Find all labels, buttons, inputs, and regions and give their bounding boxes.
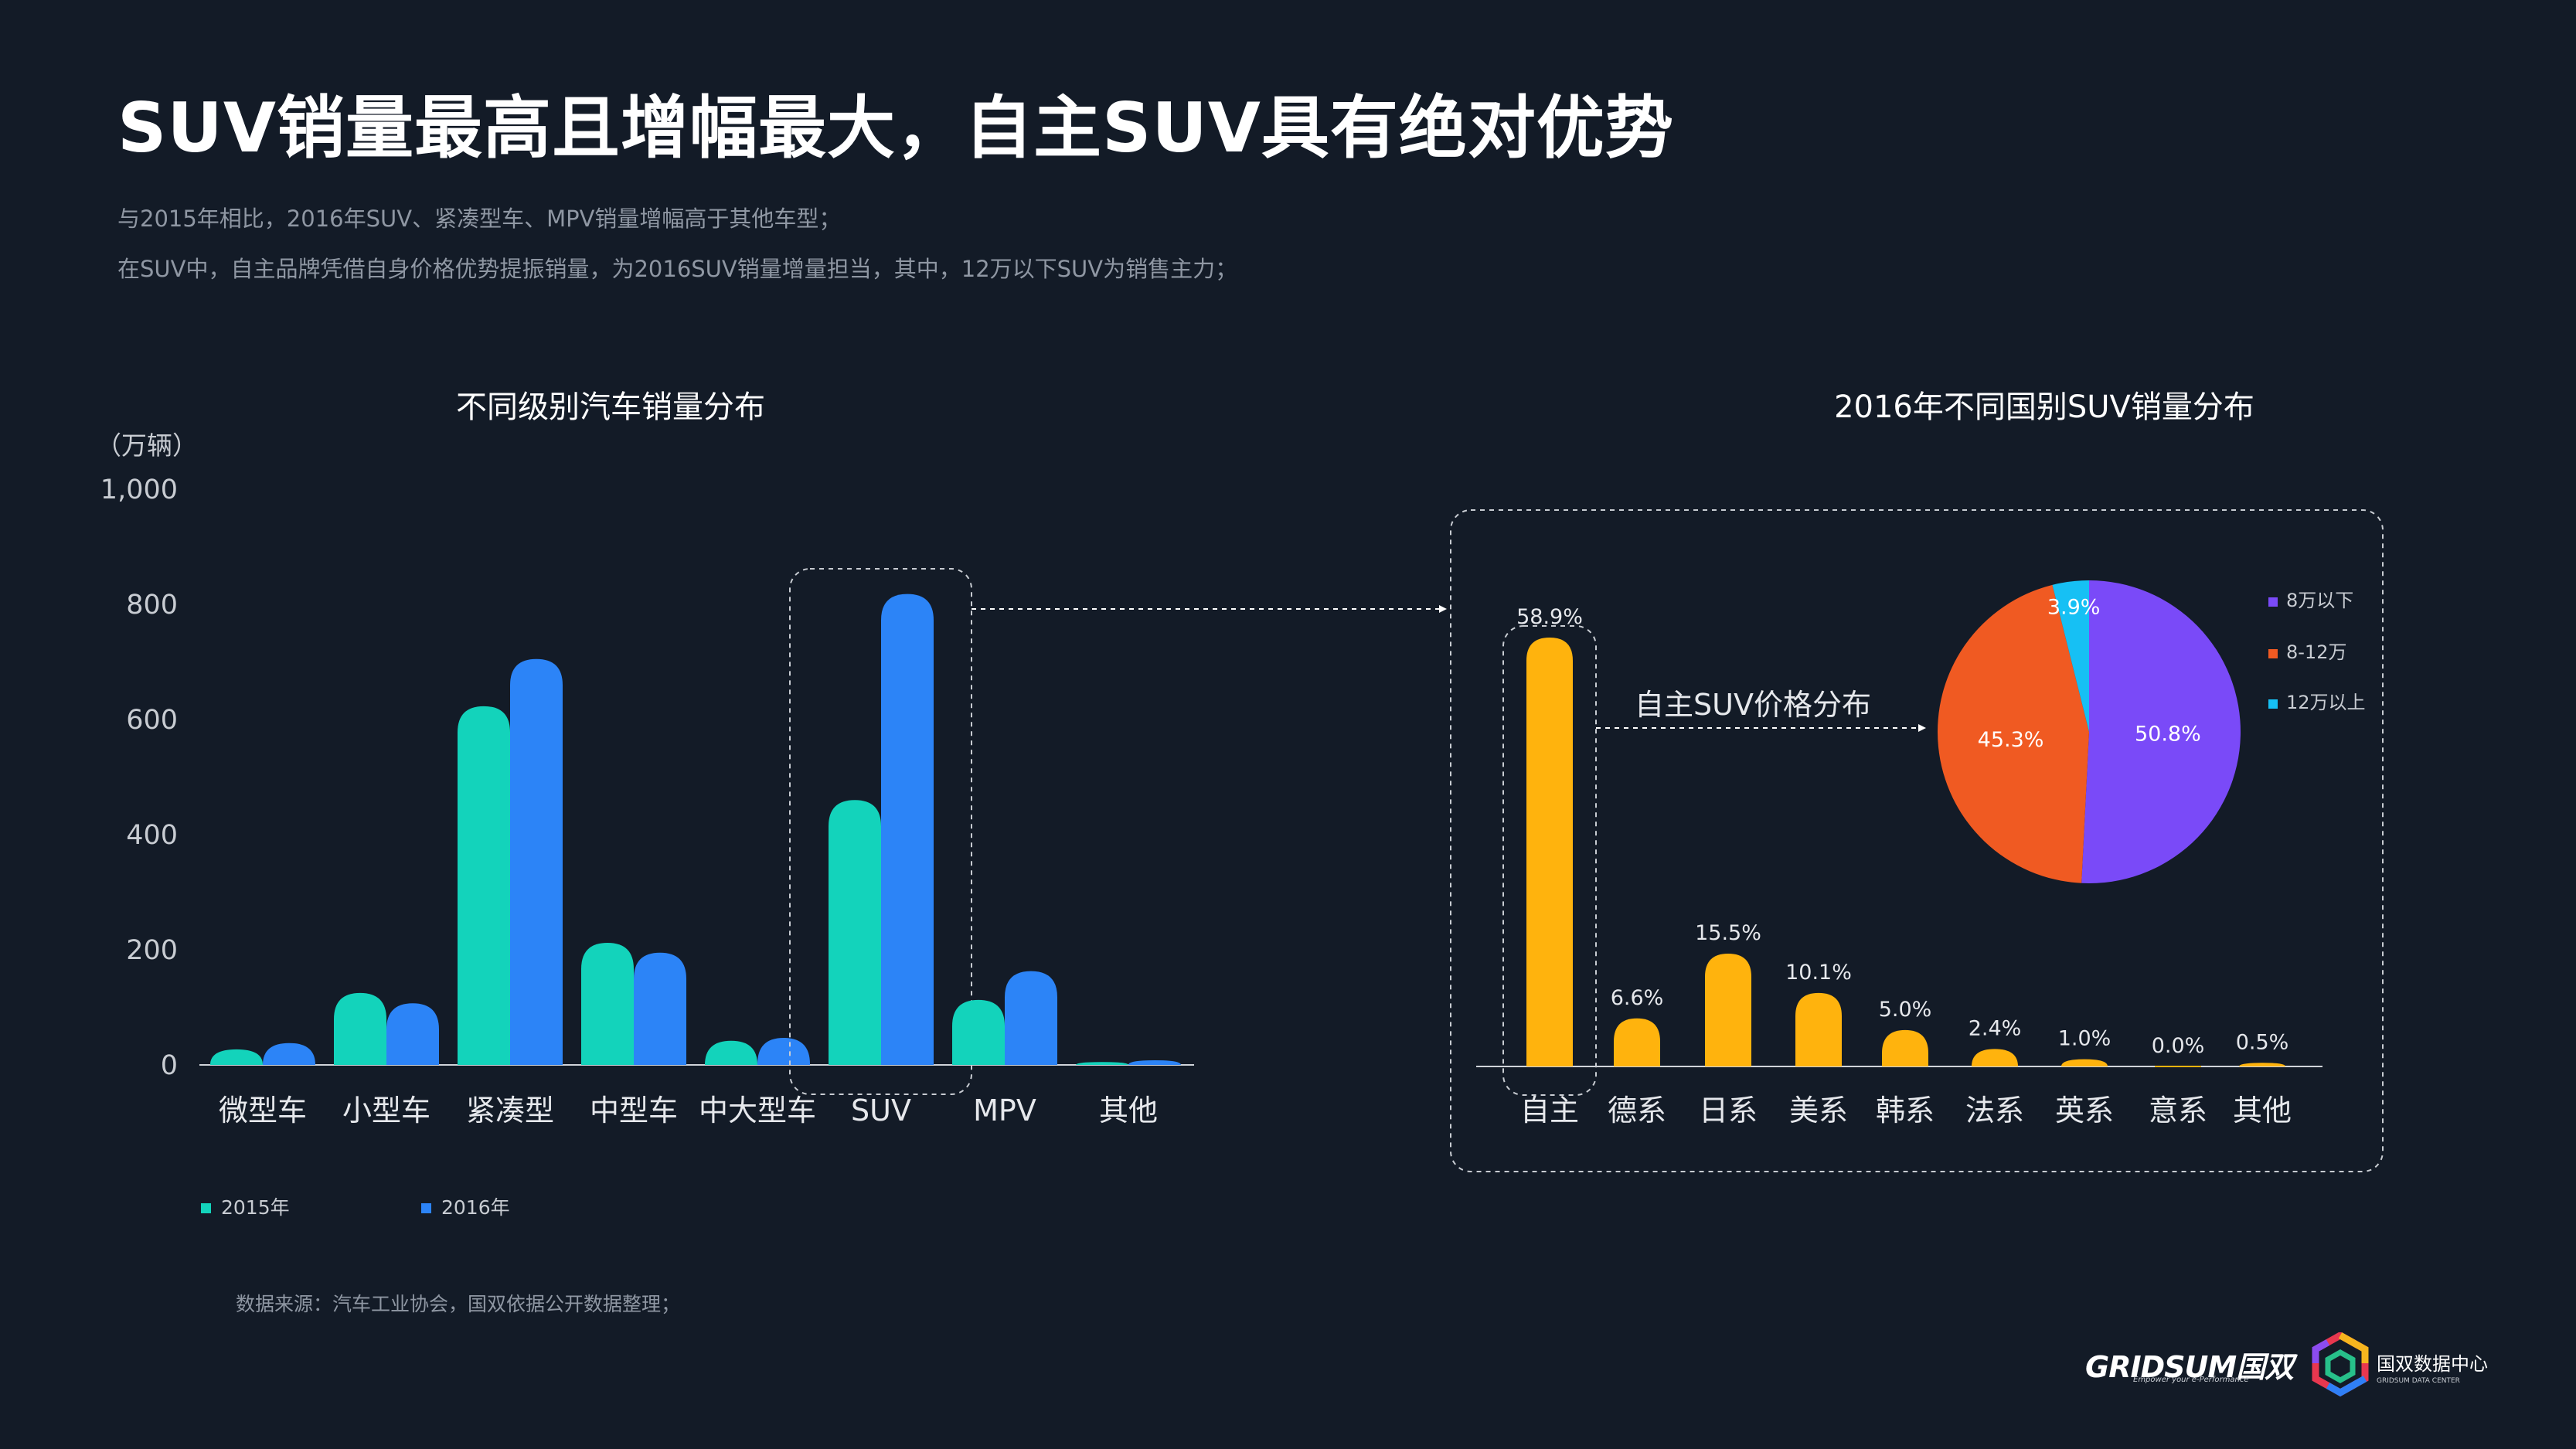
chart2-bar	[2155, 1066, 2201, 1067]
pie-title: 自主SUV价格分布	[1635, 688, 1871, 722]
pie-slice-label: 50.8%	[2135, 723, 2201, 747]
chart2-x-tick-label: 自主	[1520, 1094, 1579, 1128]
chart2-bar	[1795, 992, 1842, 1066]
chart1-bar-2016	[757, 1037, 810, 1065]
pie-legend-label: 8-12万	[2286, 641, 2346, 663]
chart1-bar-2016	[1128, 1060, 1181, 1065]
gdc-logo-cn: 国双数据中心	[2377, 1353, 2488, 1375]
chart2-x-tick-label: 法系	[1965, 1094, 2024, 1128]
chart2-x-tick-label: 美系	[1789, 1094, 1848, 1128]
subtitle-line-1: 与2015年相比，2016年SUV、紧凑型车、MPV销量增幅高于其他车型；	[117, 206, 842, 232]
chart1-bar-2016	[263, 1043, 315, 1065]
gridsum-logo-text: GRIDSUM国双	[2085, 1350, 2294, 1384]
chart2-bar	[1705, 953, 1751, 1066]
chart2-value-label: 6.6%	[1611, 986, 1664, 1010]
chart2-highlight-box	[1502, 625, 1597, 1096]
pie-slice-label: 45.3%	[1978, 728, 2044, 752]
chart2-x-tick-label: 日系	[1699, 1094, 1758, 1128]
chart1-bar-2015	[952, 999, 1005, 1065]
chart2-value-label: 0.0%	[2152, 1034, 2205, 1058]
chart1-bar-2016	[1005, 971, 1057, 1065]
legend-label-2016: 2016年	[441, 1196, 510, 1219]
pie-legend-label: 8万以下	[2286, 590, 2353, 611]
chart2-value-label: 2.4%	[1969, 1016, 2022, 1040]
chart2-dashed-frame	[1450, 509, 2384, 1172]
chart1-x-tick-label: MPV	[973, 1094, 1036, 1128]
chart2-title: 2016年不同国别SUV销量分布	[1834, 389, 2254, 425]
subtitle-line-2: 在SUV中，自主品牌凭借自身价格优势提振销量，为2016SUV销量增量担当，其中…	[117, 256, 1238, 282]
chart1-y-tick-label: 1,000	[100, 474, 178, 505]
legend-swatch-2015	[201, 1203, 211, 1213]
chart1-y-tick-label: 800	[126, 590, 178, 621]
pie-legend-swatch	[2268, 649, 2278, 658]
page-title: SUV销量最高且增幅最大，自主SUV具有绝对优势	[117, 88, 1674, 168]
gridsum-logo-tagline: Empower your e-Performance	[2133, 1376, 2249, 1384]
chart1-y-axis-unit: （万辆）	[96, 430, 198, 461]
chart2-x-tick-label: 意系	[2149, 1094, 2207, 1128]
pie-legend-label: 12万以上	[2286, 692, 2366, 713]
chart1-y-tick-label: 400	[126, 820, 178, 851]
pie-legend-swatch	[2268, 597, 2278, 607]
chart2-value-label: 58.9%	[1516, 605, 1583, 629]
chart2-bar	[1972, 1049, 2018, 1066]
chart1-y-tick-label: 200	[126, 935, 178, 966]
chart2-value-label: 15.5%	[1695, 921, 1761, 945]
chart2-bar	[1882, 1029, 1928, 1066]
chart1-bar-2016	[386, 1003, 439, 1065]
pie-slice	[1937, 584, 2089, 883]
chart2-bar	[2061, 1059, 2108, 1066]
chart2-bar	[1526, 638, 1573, 1066]
chart1-x-tick-label: 微型车	[219, 1094, 307, 1128]
chart1-x-tick-label: 中大型车	[699, 1094, 816, 1128]
gdc-hexagon-icon	[2312, 1332, 2369, 1397]
chart2-bar	[1614, 1018, 1660, 1066]
gdc-logo: 国双数据中心 GRIDSUM DATA CENTER	[2377, 1349, 2488, 1385]
chart1-bar-2015	[334, 992, 386, 1065]
chart2-x-tick-label: 其他	[2233, 1094, 2292, 1128]
chart1-y-tick-label: 0	[161, 1050, 178, 1081]
chart1-bar-2015	[705, 1040, 757, 1065]
chart1-bar-2015	[829, 800, 881, 1065]
chart2-x-tick-label: 英系	[2055, 1094, 2114, 1128]
chart1-x-tick-label: SUV	[851, 1094, 911, 1128]
chart1-bar-2015	[1076, 1062, 1128, 1065]
chart2-x-tick-label: 德系	[1608, 1094, 1666, 1128]
chart1-x-tick-label: 小型车	[342, 1094, 430, 1128]
data-source-note: 数据来源：汽车工业协会，国双依据公开数据整理；	[236, 1293, 681, 1315]
chart1-y-tick-label: 600	[126, 705, 178, 736]
legend-swatch-2016	[421, 1203, 431, 1213]
gdc-logo-en: GRIDSUM DATA CENTER	[2377, 1377, 2460, 1385]
chart1-bar-2015	[210, 1049, 263, 1065]
chart1-highlight-box	[789, 568, 972, 1095]
chart1-bar-2016	[634, 952, 686, 1065]
chart1-bar-2015	[458, 706, 510, 1065]
chart1-x-tick-label: 其他	[1099, 1094, 1158, 1128]
pie-slice	[2052, 580, 2089, 732]
chart2-value-label: 10.1%	[1785, 961, 1852, 985]
gridsum-logo: GRIDSUM国双 Empower your e-Performance	[2085, 1343, 2294, 1386]
chart1-x-tick-label: 紧凑型	[466, 1094, 554, 1128]
chart2-value-label: 5.0%	[1879, 998, 1932, 1022]
pie-legend-swatch	[2268, 699, 2278, 709]
pie-slice	[2081, 580, 2241, 883]
chart2-value-label: 0.5%	[2236, 1030, 2289, 1054]
chart1-bar-2016	[881, 594, 934, 1065]
pie-slice-label: 3.9%	[2047, 596, 2101, 620]
chart2-x-tick-label: 韩系	[1876, 1094, 1935, 1128]
chart1-title: 不同级别汽车销量分布	[456, 389, 765, 425]
legend-label-2015: 2015年	[221, 1196, 290, 1219]
chart1-x-tick-label: 中型车	[590, 1094, 678, 1128]
chart1-bar-2016	[510, 658, 563, 1065]
chart1-bar-2015	[581, 943, 634, 1065]
chart2-bar	[2239, 1063, 2285, 1066]
chart2-value-label: 1.0%	[2058, 1027, 2112, 1051]
